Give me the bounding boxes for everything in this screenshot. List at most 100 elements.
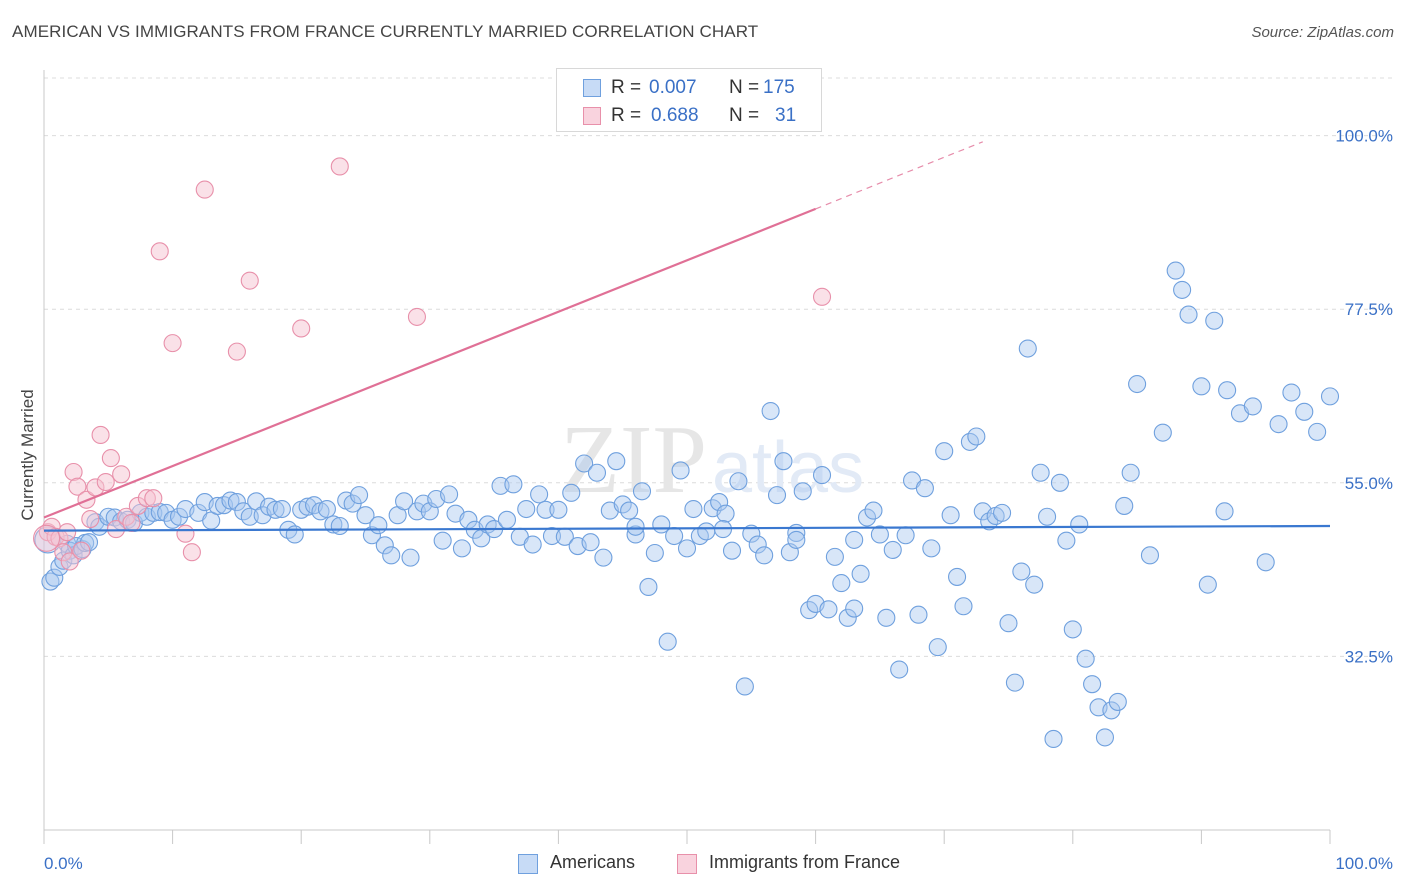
point-american [626,525,645,544]
point-american [1218,381,1237,400]
point-american [645,543,664,563]
point-american [857,508,877,527]
watermark-zip: ZIP [560,406,707,514]
point-american [382,546,401,565]
legend-r-value: 0.688 [651,105,699,126]
points-americans [34,261,1340,749]
point-american [1173,280,1192,299]
chart-title: AMERICAN VS IMMIGRANTS FROM FRANCE CURRE… [12,22,759,41]
point-american [1198,575,1217,594]
point-american [845,530,864,549]
point-american [375,536,394,555]
point-american [1243,397,1262,416]
point-france [33,524,61,552]
y-tick-label: 32.5% [1345,647,1393,666]
point-american [1038,507,1057,526]
point-france [122,513,141,532]
point-american [832,574,851,593]
point-american [1215,502,1234,521]
point-american [890,660,909,679]
point-france [240,271,259,290]
point-american [1057,531,1076,550]
point-american [710,493,729,512]
point-american [838,608,857,627]
point-american [517,499,536,519]
point-american [1295,402,1314,421]
point-american [1083,675,1102,694]
point-american [722,541,742,560]
legend-r-label: R = [611,77,642,98]
point-american [774,452,793,471]
point-american [395,492,414,511]
point-american [1179,305,1198,324]
y-tick-label: 77.5% [1345,300,1393,319]
bottom-legend-label: Americans [550,852,636,872]
point-american [369,516,388,535]
point-american [735,677,754,696]
point-american [1166,261,1185,280]
point-american [864,501,883,520]
point-american [671,461,690,480]
point-american [941,506,960,525]
legend-n-value: 31 [775,105,797,126]
point-american [877,608,896,627]
point-american [1121,463,1140,482]
trend-line-americans [43,524,1331,532]
point-american [1076,649,1095,668]
point-american [581,533,600,552]
point-american [549,500,568,519]
point-american [658,632,677,651]
point-american [915,479,934,498]
point-france [330,157,349,176]
point-american [452,539,472,558]
point-france [60,552,79,571]
point-american [626,517,645,536]
point-american [607,452,626,471]
point-american [948,567,967,586]
point-france [106,520,126,539]
x-tick-label: 0.0% [44,854,83,873]
tick-labels: 32.5% 55.0% 77.5% 100.0% 0.0% 100.0% [44,127,1393,873]
point-american [825,547,844,566]
point-american [285,525,304,544]
point-american [999,614,1018,633]
stats-legend: R = 0.007 N = 175 R = 0.688 N = 31 [556,68,822,132]
point-american [845,599,864,618]
point-france [91,425,110,445]
points-france [33,157,832,571]
point-american [870,525,889,544]
y-axis-label: Currently Married [18,389,37,521]
point-american [639,577,658,597]
point-american [330,516,349,536]
point-american [632,482,652,501]
point-american [1205,311,1224,330]
point-american [497,510,517,529]
point-american [729,472,748,491]
point-france [195,180,214,199]
point-american [272,499,291,519]
point-american [1005,673,1024,692]
point-france [58,523,77,542]
legend-swatch-americans [583,79,601,97]
point-american [909,605,928,624]
point-american [697,522,716,541]
point-american [1269,415,1288,434]
point-american [922,539,941,558]
point-american [1070,515,1089,534]
bottom-legend-label: Immigrants from France [709,852,901,872]
point-american [767,486,787,505]
point-american [1192,377,1211,396]
point-american [742,524,761,543]
point-france [101,449,120,468]
legend-n-label: N = [729,77,760,98]
point-american [1018,339,1037,358]
point-american [433,531,452,550]
point-american [562,483,581,502]
point-france [407,307,426,326]
point-american [1012,562,1031,581]
point-france [163,334,182,353]
point-american [620,501,639,520]
point-american [523,535,542,554]
point-american [530,485,549,504]
